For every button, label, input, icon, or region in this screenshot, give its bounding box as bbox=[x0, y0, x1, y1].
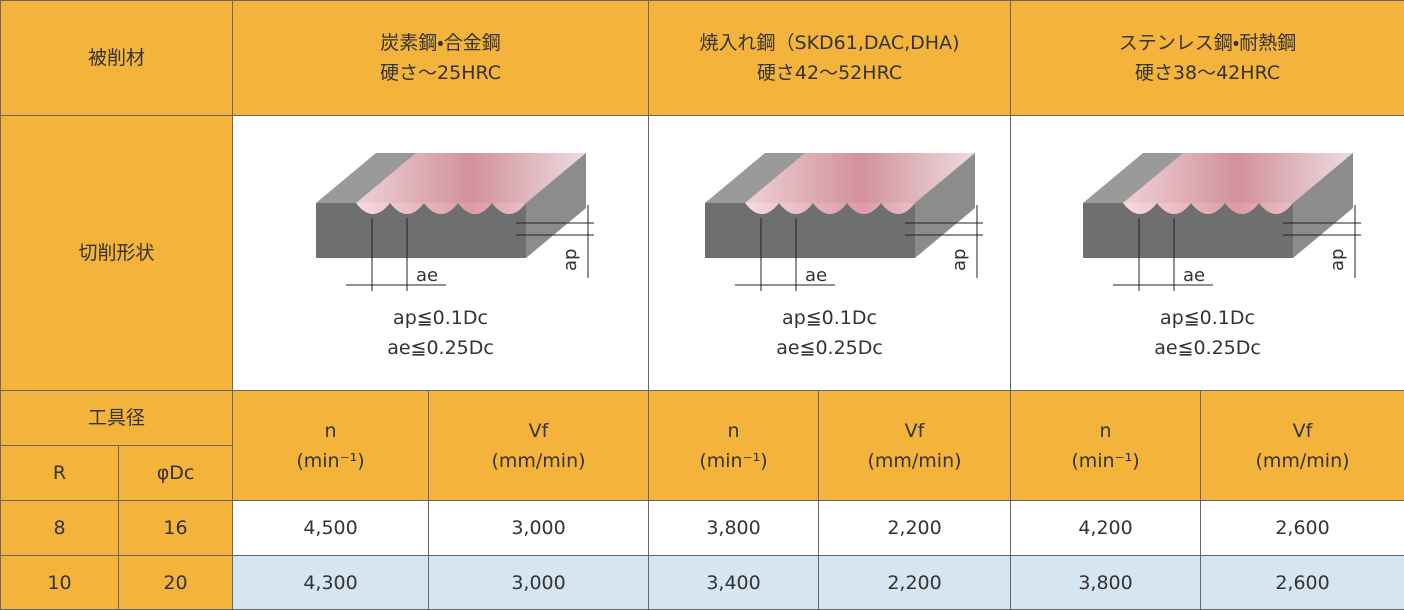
block-illustration bbox=[704, 152, 984, 292]
condition: ap≦0.1Dc bbox=[393, 307, 488, 329]
speed-value: 4,300 bbox=[232, 555, 430, 610]
condition: ae≦0.25Dc bbox=[776, 337, 883, 359]
cutting-figure: ae ap bbox=[1082, 152, 1362, 292]
material-name: 炭素鋼・合金鋼 bbox=[380, 32, 501, 54]
speed-header: Vf (mm/min) bbox=[1200, 390, 1404, 501]
tool-label: 工具径 bbox=[0, 390, 234, 446]
material: 焼入れ鋼（SKD61,DAC,DHA) 硬さ42～52HRC bbox=[648, 0, 1012, 116]
width-label: ae bbox=[416, 265, 438, 286]
speed-unit: (mm/min) bbox=[1255, 449, 1350, 472]
dc-label: φDc bbox=[117, 445, 234, 501]
tool-size: 10 bbox=[0, 555, 119, 610]
material-hardness: 硬さ42～52HRC bbox=[756, 62, 903, 84]
tool-size: 20 bbox=[117, 555, 234, 610]
material-label: 被削材 bbox=[0, 0, 234, 116]
material-hardness: 硬さ38～42HRC bbox=[1134, 62, 1281, 84]
tool-size: 16 bbox=[117, 500, 234, 556]
speed-value: 2,200 bbox=[818, 500, 1012, 556]
speed-value: 3,000 bbox=[428, 555, 650, 610]
material: ステンレス鋼・耐熱鋼 硬さ38～42HRC bbox=[1010, 0, 1404, 116]
speed-header: Vf (mm/min) bbox=[428, 390, 650, 501]
condition: ap≦0.1Dc bbox=[1160, 307, 1255, 329]
r-label: R bbox=[0, 445, 119, 501]
tool-size: 8 bbox=[0, 500, 119, 556]
speed-value: 3,000 bbox=[428, 500, 650, 556]
depth-label: ap bbox=[949, 249, 970, 271]
speed-value: 2,200 bbox=[818, 555, 1012, 610]
condition: ae≦0.25Dc bbox=[1154, 337, 1261, 359]
speed-unit: (mm/min) bbox=[491, 449, 586, 472]
condition: ap≦0.1Dc bbox=[782, 307, 877, 329]
speed-value: 2,600 bbox=[1200, 500, 1404, 556]
shape-cell: ae ap ap≦0.1Dc ae≦0.25Dc bbox=[1010, 115, 1404, 391]
material: 炭素鋼・合金鋼 硬さ～25HRC bbox=[232, 0, 650, 116]
width-label: ae bbox=[1183, 265, 1205, 286]
block-illustration bbox=[1082, 152, 1362, 292]
cutting-figure: ae ap bbox=[315, 152, 595, 292]
shape-cell: ae ap ap≦0.1Dc ae≦0.25Dc bbox=[232, 115, 650, 391]
width-label: ae bbox=[805, 265, 827, 286]
speed-header: Vf (mm/min) bbox=[818, 390, 1012, 501]
speed-name: Vf bbox=[904, 419, 925, 442]
speed-header: n (min⁻¹) bbox=[232, 390, 430, 501]
speed-unit: (min⁻¹) bbox=[699, 449, 768, 472]
material-name: ステンレス鋼・耐熱鋼 bbox=[1118, 32, 1297, 54]
speed-value: 2,600 bbox=[1200, 555, 1404, 610]
speed-value: 3,800 bbox=[648, 500, 820, 556]
shape-label: 切削形状 bbox=[0, 115, 234, 391]
block-illustration bbox=[315, 152, 595, 292]
speed-value: 3,800 bbox=[1010, 555, 1202, 610]
speed-name: n bbox=[324, 419, 337, 442]
speed-value: 4,200 bbox=[1010, 500, 1202, 556]
speed-name: Vf bbox=[528, 419, 549, 442]
speed-unit: (min⁻¹) bbox=[1071, 449, 1140, 472]
depth-label: ap bbox=[1327, 249, 1348, 271]
speed-value: 3,400 bbox=[648, 555, 820, 610]
speed-name: Vf bbox=[1292, 419, 1313, 442]
cutting-figure: ae ap bbox=[704, 152, 984, 292]
material-hardness: 硬さ～25HRC bbox=[380, 62, 502, 84]
material-name: 焼入れ鋼（SKD61,DAC,DHA) bbox=[699, 32, 960, 54]
depth-label: ap bbox=[560, 249, 581, 271]
speed-header: n (min⁻¹) bbox=[648, 390, 820, 501]
speed-name: n bbox=[727, 419, 740, 442]
speed-name: n bbox=[1099, 419, 1112, 442]
condition: ae≦0.25Dc bbox=[387, 337, 494, 359]
speed-unit: (min⁻¹) bbox=[296, 449, 365, 472]
speed-header: n (min⁻¹) bbox=[1010, 390, 1202, 501]
speed-unit: (mm/min) bbox=[867, 449, 962, 472]
speed-value: 4,500 bbox=[232, 500, 430, 556]
shape-cell: ae ap ap≦0.1Dc ae≦0.25Dc bbox=[648, 115, 1012, 391]
